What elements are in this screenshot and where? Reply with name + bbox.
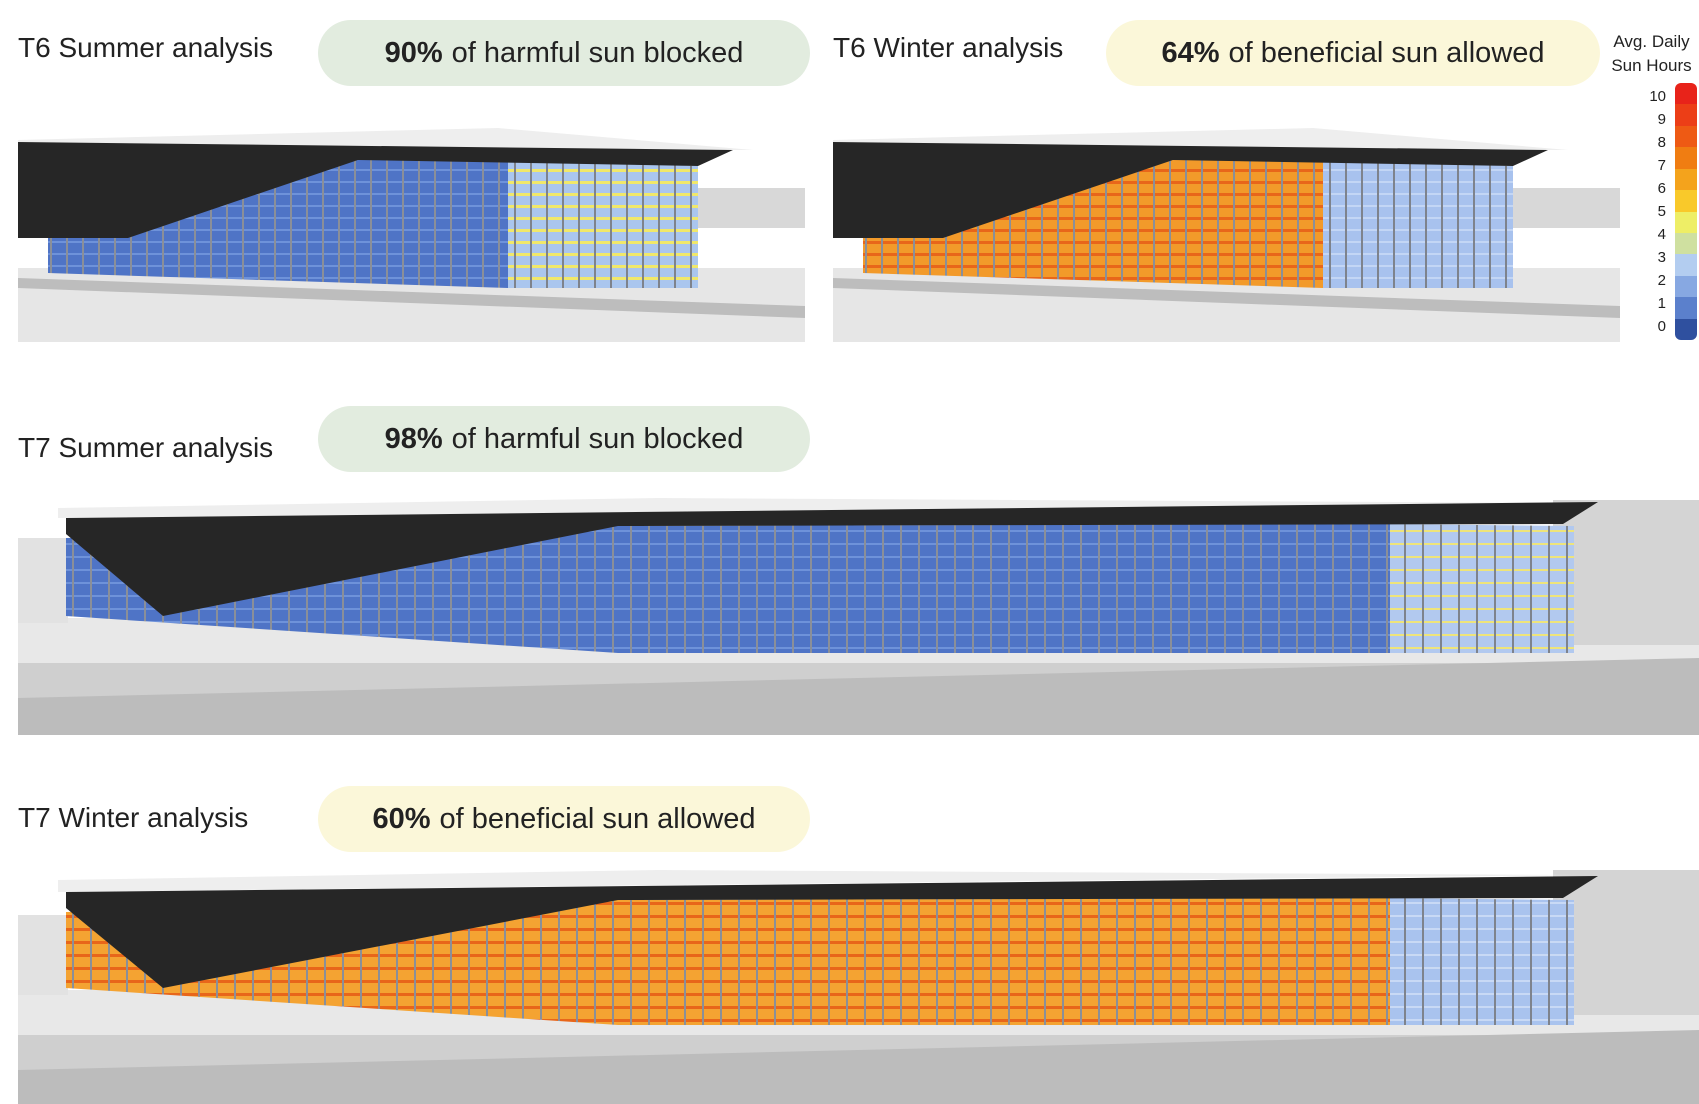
legend-title-line2: Sun Hours	[1611, 56, 1692, 75]
legend-title: Avg. Daily Sun Hours	[1604, 30, 1699, 78]
t7-winter-facade-image	[18, 870, 1699, 1104]
t7-summer-stat-badge: 98% of harmful sun blocked	[318, 406, 810, 472]
legend-tick-label: 0	[1657, 318, 1666, 335]
t7-winter-stat-value: 60%	[372, 802, 431, 835]
legend-swatch	[1675, 168, 1697, 191]
t7-winter-stat-text: of beneficial sun allowed	[439, 802, 756, 835]
t6-winter-title: T6 Winter analysis	[833, 32, 1064, 63]
t6-winter-stat-value: 64%	[1161, 36, 1220, 69]
legend-tick-label: 2	[1657, 272, 1666, 289]
t6-summer-stat-value: 90%	[384, 36, 443, 69]
legend-color-scale	[1675, 83, 1697, 340]
t6-winter-stat-badge: 64% of beneficial sun allowed	[1106, 20, 1600, 86]
t7-summer-stat-value: 98%	[384, 422, 443, 455]
t6-winter-render	[833, 128, 1620, 342]
legend-tick-label: 6	[1657, 180, 1666, 197]
legend-swatch	[1675, 125, 1697, 148]
t7-winter-render	[18, 870, 1699, 1104]
t6-winter-stat-text: of beneficial sun allowed	[1228, 36, 1545, 69]
legend-tick-label: 8	[1657, 134, 1666, 151]
legend-swatch	[1675, 232, 1697, 255]
legend-swatch	[1675, 297, 1697, 319]
legend-tick-label: 9	[1657, 111, 1666, 128]
legend-tick-label: 10	[1649, 88, 1666, 105]
legend-swatch	[1675, 254, 1697, 276]
legend-tick-label: 1	[1657, 295, 1666, 312]
legend-swatch	[1675, 190, 1697, 212]
legend-tick-label: 4	[1657, 226, 1666, 243]
legend-title-line1: Avg. Daily	[1613, 32, 1690, 51]
legend-tick-label: 7	[1657, 157, 1666, 174]
legend-swatch	[1675, 147, 1697, 169]
t7-winter-title: T7 Winter analysis	[18, 802, 249, 833]
t6-summer-stat-text: of harmful sun blocked	[451, 36, 744, 69]
t6-winter-facade-image	[833, 128, 1620, 342]
legend-swatch	[1675, 275, 1697, 298]
t6-summer-render	[18, 128, 805, 342]
t7-summer-facade-image	[18, 498, 1699, 735]
legend-swatch	[1675, 318, 1697, 340]
legend-swatch	[1675, 211, 1697, 233]
t6-summer-facade-image	[18, 128, 805, 342]
t7-summer-render	[18, 498, 1699, 735]
t7-summer-title: T7 Summer analysis	[18, 432, 274, 463]
legend-swatch	[1675, 83, 1697, 105]
t6-summer-stat-badge: 90% of harmful sun blocked	[318, 20, 810, 86]
t7-winter-stat-badge: 60% of beneficial sun allowed	[318, 786, 810, 852]
legend-swatch	[1675, 104, 1697, 126]
t7-summer-stat-text: of harmful sun blocked	[451, 422, 744, 455]
legend-tick-label: 3	[1657, 249, 1666, 266]
legend-tick-label: 5	[1657, 203, 1666, 220]
t6-summer-title: T6 Summer analysis	[18, 32, 274, 63]
